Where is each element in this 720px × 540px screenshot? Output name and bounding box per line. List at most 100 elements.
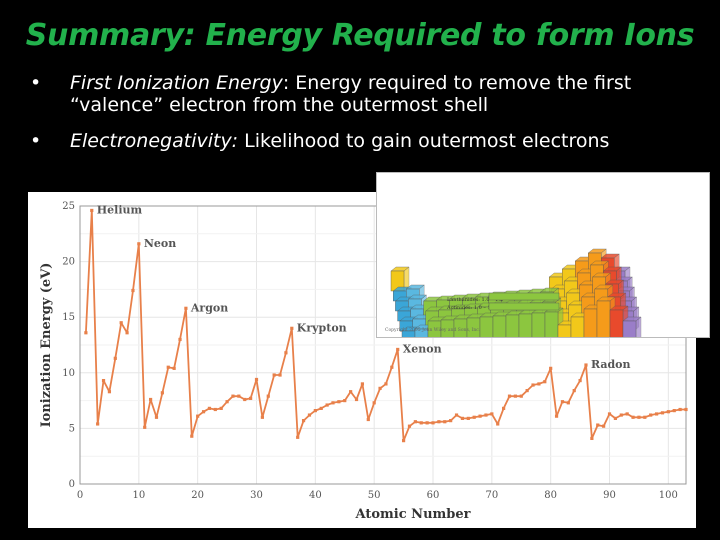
chart-svg: 0 10 20 30 40 50 60 70 80 90 100 0 5 10 15 20 25 Atomic N… (39, 201, 688, 522)
data-point (513, 394, 517, 398)
data-point (337, 400, 341, 404)
data-point (213, 407, 217, 412)
data-point (525, 388, 529, 393)
data-point (301, 419, 306, 423)
annotation-label: Xenon (403, 342, 442, 355)
data-point (496, 422, 500, 426)
bullet-text: Energy required to remove the first “val… (70, 72, 632, 116)
data-point (249, 396, 253, 400)
actinides-label: Actinides: 1.0 – 1.2 (446, 305, 495, 311)
element-front (557, 324, 572, 342)
data-point (107, 390, 112, 394)
data-point (113, 356, 117, 360)
data-point (396, 347, 400, 352)
data-point (225, 400, 229, 404)
data-point (484, 413, 488, 417)
data-point (584, 363, 588, 367)
data-point (684, 407, 688, 412)
tick-labels: 0 10 20 30 40 50 60 70 80 90 100 0 5 10 15 20 25 (62, 201, 678, 501)
data-point (678, 407, 682, 412)
actinide-row (488, 302, 560, 311)
element-front (479, 316, 494, 342)
data-point (101, 378, 106, 383)
data-point (554, 414, 559, 418)
data-point (502, 406, 506, 410)
data-point (125, 331, 129, 335)
element-front (544, 311, 559, 342)
data-point (119, 321, 123, 325)
data-point (578, 378, 582, 383)
bullet-term: Electronegativity: (70, 130, 239, 152)
data-point (631, 415, 635, 419)
data-point (602, 424, 606, 428)
data-point (472, 415, 476, 419)
ionization-energy-chart: 0 10 20 30 40 50 60 70 80 90 100 0 5 10 15 20 25 Atomic N… (28, 192, 696, 528)
data-point (384, 382, 388, 386)
data-point (543, 380, 547, 384)
data-point (672, 409, 676, 413)
data-point (572, 388, 576, 393)
y-tick-label: 20 (62, 257, 75, 268)
x-tick-label: 40 (309, 490, 322, 501)
data-point (425, 421, 429, 425)
data-point (507, 394, 512, 398)
data-point (590, 436, 594, 441)
y-tick-label: 0 (69, 479, 75, 490)
data-point (460, 416, 465, 420)
data-point (149, 397, 153, 402)
annotation-label: Argon (190, 301, 228, 314)
data-point (649, 413, 653, 417)
data-point (454, 413, 459, 417)
annotations: Helium Neon Argon Krypton Xenon Radon (97, 203, 631, 371)
data-point (266, 394, 270, 398)
data-point (243, 397, 247, 402)
x-tick-label: 90 (603, 490, 616, 501)
data-point (90, 208, 94, 213)
data-point (172, 366, 176, 370)
data-point (360, 382, 365, 386)
y-axis-label: Ionization Energy (eV) (39, 263, 54, 428)
data-point (613, 416, 617, 420)
data-point (619, 413, 623, 417)
data-point (625, 412, 629, 416)
data-point (654, 412, 659, 416)
y-tick-label: 5 (69, 423, 75, 434)
bullet-list: • First Ionization Energy: Energy requir… (30, 72, 700, 166)
x-tick-label: 60 (427, 490, 440, 501)
data-point (254, 377, 259, 382)
x-axis-label: Atomic Number (355, 507, 471, 522)
data-point (319, 406, 323, 410)
data-point (131, 288, 135, 293)
data-point (372, 401, 376, 405)
data-point (237, 394, 241, 398)
periodic-table-inset: Lanthanides: 1.0 – 1.2 Actinides: 1.0 – 1… (376, 172, 710, 342)
bullet-text: Likelihood to gain outermost electrons (238, 130, 610, 152)
bullet-dot: • (30, 130, 42, 152)
data-point (466, 416, 470, 420)
data-point (231, 394, 235, 398)
data-point (637, 415, 641, 419)
data-point (437, 420, 441, 424)
element-front (622, 320, 637, 342)
copyright-text: Copyright 2005 John Wiley and Sons, Inc. (385, 327, 481, 333)
data-point (413, 420, 417, 424)
x-tick-label: 10 (132, 490, 145, 501)
data-point (96, 422, 100, 426)
data-point (478, 414, 482, 418)
bullet-ionization-energy: • First Ionization Energy: Energy requir… (30, 72, 700, 116)
element-front (518, 313, 533, 342)
data-point (272, 373, 276, 377)
data-point (296, 435, 300, 439)
data-point (537, 382, 541, 386)
data-point (313, 409, 317, 413)
bullet-sep: : (282, 72, 290, 94)
data-point (84, 331, 88, 335)
data-point (207, 406, 212, 410)
data-point (290, 326, 294, 330)
annotation-label: Helium (97, 203, 143, 216)
bullet-term: First Ionization Energy (70, 72, 283, 94)
data-point (566, 401, 570, 405)
data-point (354, 397, 359, 402)
data-point (178, 337, 182, 342)
annotation-label: Neon (144, 237, 176, 250)
